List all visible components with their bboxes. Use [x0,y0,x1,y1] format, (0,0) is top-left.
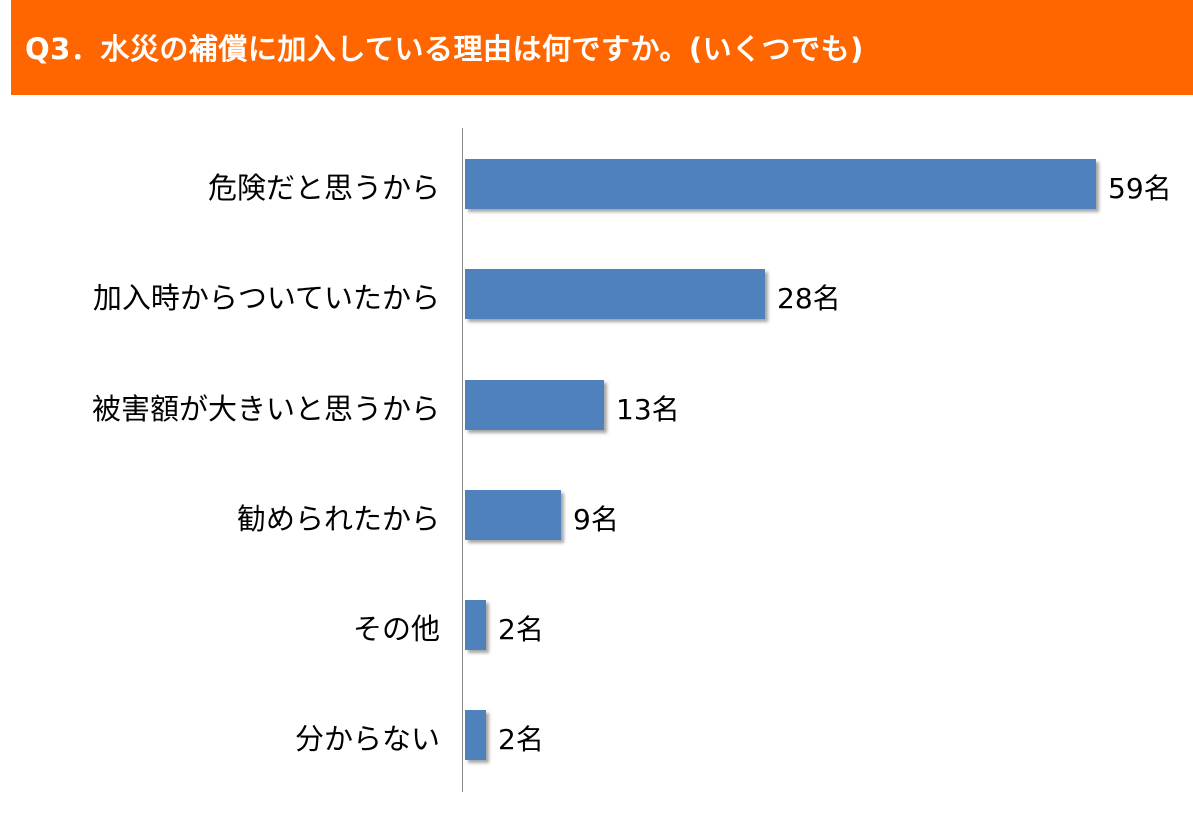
value-label: 2名 [498,613,544,646]
value-label: 28名 [777,282,841,315]
bar-row: 危険だと思うから 59名 [0,159,1193,211]
bar [465,710,486,760]
bar-row: 分からない 2名 [0,710,1193,762]
value-label: 2名 [498,723,544,756]
bar-row: 加入時からついていたから 28名 [0,269,1193,321]
category-label: その他 [352,612,440,646]
bar-row: その他 2名 [0,600,1193,652]
bar [465,600,486,650]
category-label: 分からない [294,722,440,756]
category-label: 危険だと思うから [207,171,440,205]
title-banner: Q3．水災の補償に加入している理由は何ですか。(いくつでも) [11,0,1193,95]
category-label: 勧められたから [236,502,440,536]
chart-title: Q3．水災の補償に加入している理由は何ですか。(いくつでも) [25,32,864,66]
bar-row: 被害額が大きいと思うから 13名 [0,380,1193,432]
value-label: 9名 [573,503,619,536]
bar [465,490,561,540]
bar-row: 勧められたから 9名 [0,490,1193,542]
category-label: 加入時からついていたから [92,281,440,315]
bar [465,159,1096,209]
value-label: 59名 [1108,172,1172,205]
bar [465,380,604,430]
category-axis-line [462,128,463,792]
value-label: 13名 [616,393,680,426]
category-label: 被害額が大きいと思うから [91,392,440,426]
bar [465,269,765,319]
